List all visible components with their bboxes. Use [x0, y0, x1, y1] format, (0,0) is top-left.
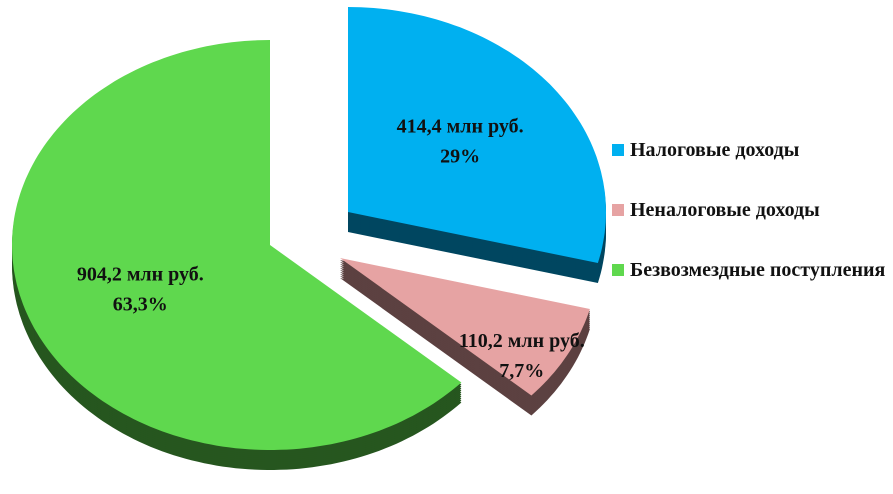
- slice: [12, 40, 462, 450]
- legend-label: Безвозмездные поступления: [630, 259, 886, 281]
- amount-label: 110,2 млн руб.: [459, 330, 585, 352]
- legend-swatch: [612, 264, 624, 276]
- slice: [348, 7, 606, 263]
- amount-label: 414,4 млн руб.: [397, 115, 524, 137]
- legend-swatch: [612, 204, 624, 216]
- legend-label: Налоговые доходы: [630, 139, 800, 161]
- value-label: 7,7%: [499, 360, 544, 382]
- legend-label: Неналоговые доходы: [630, 199, 820, 221]
- amount-label: 904,2 млн руб.: [77, 263, 204, 285]
- legend-item: Безвозмездные поступления: [612, 258, 892, 282]
- value-label: 29%: [440, 145, 480, 167]
- value-label: 63,3%: [113, 293, 168, 315]
- legend-item: Неналоговые доходы: [612, 198, 892, 222]
- legend: Налоговые доходы Неналоговые доходы Безвоз…: [612, 138, 892, 318]
- legend-item: Налоговые доходы: [612, 138, 892, 162]
- legend-swatch: [612, 144, 624, 156]
- slice: [340, 258, 590, 396]
